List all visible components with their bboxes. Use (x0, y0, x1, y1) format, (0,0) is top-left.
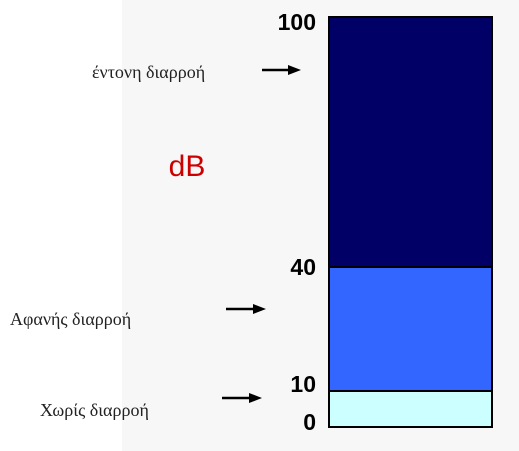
y-tick-label: 40 (290, 254, 316, 280)
zone-label-0: Χωρίς διαρροή (40, 400, 149, 420)
y-tick-label: 0 (303, 409, 316, 435)
arrow-head-icon (253, 304, 266, 314)
zone-segment-1 (328, 266, 493, 392)
unit-label: dB (169, 150, 206, 183)
arrow-head-icon (249, 393, 262, 403)
y-tick-label: 100 (278, 9, 316, 35)
arrow-head-icon (288, 65, 301, 75)
y-tick-label: 10 (290, 371, 316, 397)
zone-segment-2 (328, 16, 493, 268)
zone-label-1: Αφανής διαρροή (10, 309, 131, 329)
zone-label-2: έντονη διαρροή (92, 62, 205, 82)
zone-segment-0 (328, 390, 493, 428)
